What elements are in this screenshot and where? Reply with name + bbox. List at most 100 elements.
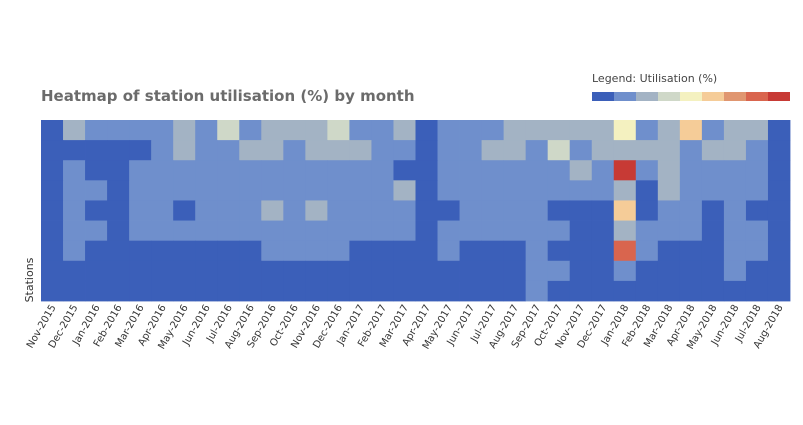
heatmap-cell <box>239 220 262 242</box>
heatmap-cell <box>415 140 438 161</box>
heatmap-cell <box>151 180 174 201</box>
heatmap-cell <box>701 200 725 221</box>
heatmap-cell <box>173 260 196 282</box>
heatmap-cell <box>173 240 196 262</box>
heatmap-cell <box>371 240 394 262</box>
heatmap-cell <box>349 200 372 221</box>
heatmap-cell <box>393 140 416 161</box>
heatmap-cell <box>151 240 174 262</box>
heatmap-cell <box>129 240 152 262</box>
heatmap-cell <box>239 260 262 282</box>
heatmap-cell <box>195 280 218 302</box>
heatmap-cell <box>635 120 659 141</box>
heatmap-cell <box>459 160 482 181</box>
heatmap-cell <box>261 140 284 161</box>
legend-swatch <box>724 92 746 101</box>
heatmap-cell <box>701 220 725 242</box>
heatmap-cell <box>261 280 284 302</box>
heatmap-cell <box>437 160 460 181</box>
heatmap-cell <box>679 120 703 141</box>
heatmap-cell <box>437 240 460 262</box>
legend-swatch <box>614 92 636 101</box>
heatmap-cell <box>569 280 593 302</box>
heatmap-cell <box>305 120 328 141</box>
heatmap-cell <box>503 140 527 161</box>
heatmap-cell <box>305 160 328 181</box>
heatmap-cell <box>591 140 615 161</box>
heatmap-cell <box>745 240 769 262</box>
heatmap-cell <box>239 280 262 302</box>
heatmap-cell <box>327 220 350 242</box>
heatmap-cell <box>613 260 637 282</box>
heatmap-cell <box>63 120 86 141</box>
heatmap-cell <box>415 260 438 282</box>
heatmap-cell <box>503 200 527 221</box>
heatmap-cell <box>305 200 328 221</box>
heatmap-cell <box>569 160 593 181</box>
heatmap-cell <box>415 160 438 181</box>
heatmap-cell <box>679 180 703 201</box>
heatmap-cell <box>173 220 196 242</box>
heatmap-cell <box>239 180 262 201</box>
heatmap-cell <box>151 160 174 181</box>
heatmap-cell <box>503 260 527 282</box>
heatmap-cell <box>349 220 372 242</box>
heatmap-cell <box>569 140 593 161</box>
legend-swatch <box>746 92 768 101</box>
heatmap-cell <box>481 120 505 141</box>
heatmap-cell <box>437 260 460 282</box>
heatmap-cell <box>525 280 549 302</box>
heatmap-cell <box>261 200 284 221</box>
heatmap-cell <box>173 120 196 141</box>
heatmap-cell <box>283 240 306 262</box>
heatmap-cell <box>437 180 460 201</box>
heatmap-cell <box>745 260 769 282</box>
heatmap-cell <box>63 240 86 262</box>
heatmap-cell <box>591 160 615 181</box>
heatmap-cell <box>85 120 108 141</box>
heatmap-cell <box>657 180 681 201</box>
heatmap-cell <box>635 220 659 242</box>
heatmap-cell <box>151 120 174 141</box>
heatmap-cell <box>415 280 438 302</box>
heatmap-cell <box>393 240 416 262</box>
heatmap-cell <box>217 140 240 161</box>
heatmap-cell <box>547 160 571 181</box>
heatmap-cell <box>767 200 791 221</box>
heatmap-cell <box>195 240 218 262</box>
heatmap-cell <box>217 200 240 221</box>
heatmap-cell <box>129 160 152 181</box>
heatmap-cell <box>613 280 637 302</box>
heatmap-cell <box>195 260 218 282</box>
heatmap-cell <box>525 220 549 242</box>
heatmap-cell <box>129 280 152 302</box>
heatmap-cell <box>85 220 108 242</box>
heatmap-cell <box>723 240 747 262</box>
heatmap-cell <box>767 160 791 181</box>
heatmap-cell <box>239 120 262 141</box>
heatmap-cell <box>481 180 505 201</box>
heatmap-cell <box>393 220 416 242</box>
heatmap-cell <box>217 160 240 181</box>
heatmap-cell <box>459 220 482 242</box>
heatmap-cell <box>129 200 152 221</box>
y-axis-label: Stations <box>23 257 36 302</box>
heatmap-cell <box>63 200 86 221</box>
heatmap-cell <box>327 200 350 221</box>
legend <box>592 92 790 101</box>
heatmap-cell <box>261 220 284 242</box>
heatmap-cell <box>745 280 769 302</box>
heatmap-cell <box>173 140 196 161</box>
heatmap-cell <box>591 180 615 201</box>
heatmap-cell <box>129 260 152 282</box>
heatmap-cell <box>261 180 284 201</box>
heatmap-cell <box>613 200 637 221</box>
heatmap-cell <box>569 220 593 242</box>
heatmap-cell <box>657 120 681 141</box>
heatmap-cell <box>195 140 218 161</box>
heatmap-cell <box>305 140 328 161</box>
heatmap-cell <box>371 120 394 141</box>
heatmap-cell <box>701 180 725 201</box>
heatmap-cell <box>107 120 130 141</box>
